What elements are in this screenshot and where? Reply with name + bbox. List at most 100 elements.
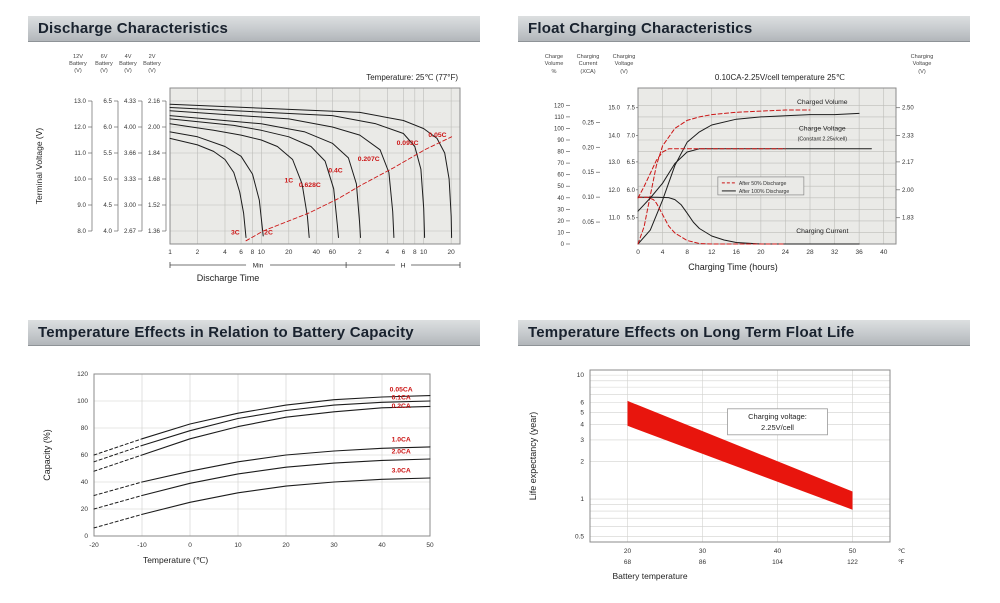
svg-text:100: 100 xyxy=(554,126,565,132)
svg-text:6.0: 6.0 xyxy=(103,124,112,131)
svg-text:2.00: 2.00 xyxy=(148,124,161,131)
svg-text:14.0: 14.0 xyxy=(608,134,620,140)
svg-text:After 100% Discharge: After 100% Discharge xyxy=(739,189,790,195)
section-title-temperature-capacity: Temperature Effects in Relation to Batte… xyxy=(38,324,414,341)
svg-text:2.33: 2.33 xyxy=(902,134,914,140)
svg-text:0.10CA-2.25V/cell temperature: 0.10CA-2.25V/cell temperature 25℃ xyxy=(715,73,845,82)
svg-text:Temperature (℃): Temperature (℃) xyxy=(143,555,208,565)
svg-text:30: 30 xyxy=(330,542,338,549)
svg-text:5: 5 xyxy=(580,409,584,416)
svg-text:0: 0 xyxy=(561,242,565,248)
svg-text:80: 80 xyxy=(557,150,564,156)
svg-text:20: 20 xyxy=(757,249,765,256)
section-header-discharge: Discharge Characteristics xyxy=(28,16,480,42)
svg-text:9.0: 9.0 xyxy=(77,202,86,209)
svg-text:4.0: 4.0 xyxy=(103,228,112,235)
svg-text:12.0: 12.0 xyxy=(74,124,87,131)
svg-text:8: 8 xyxy=(413,249,417,256)
svg-text:24: 24 xyxy=(782,249,790,256)
svg-text:4.33: 4.33 xyxy=(124,98,137,105)
svg-text:Capacity (%): Capacity (%) xyxy=(42,429,52,481)
svg-text:-10: -10 xyxy=(137,542,147,549)
svg-text:20: 20 xyxy=(557,219,564,225)
svg-text:70: 70 xyxy=(557,161,564,167)
svg-text:6: 6 xyxy=(402,249,406,256)
svg-text:(V): (V) xyxy=(124,68,132,74)
svg-text:1C: 1C xyxy=(284,177,293,184)
svg-text:6V: 6V xyxy=(101,54,108,60)
svg-text:Charge: Charge xyxy=(545,54,563,60)
svg-text:15.0: 15.0 xyxy=(608,106,620,112)
svg-text:0.5: 0.5 xyxy=(575,533,584,540)
svg-text:0.1CA: 0.1CA xyxy=(392,395,411,402)
float-charging-characteristics-chart: 0 4 8 12 16 20 24 28 32 36 40120110100908070605040… xyxy=(545,54,934,272)
svg-text:122: 122 xyxy=(847,559,858,566)
svg-text:4V: 4V xyxy=(125,54,132,60)
svg-text:Volume: Volume xyxy=(545,61,564,67)
svg-text:10: 10 xyxy=(557,230,564,236)
svg-text:Battery: Battery xyxy=(95,61,113,67)
svg-text:0.10: 0.10 xyxy=(582,195,594,201)
svg-text:3.66: 3.66 xyxy=(124,150,137,157)
svg-text:12: 12 xyxy=(708,249,716,256)
svg-text:0.2CA: 0.2CA xyxy=(392,403,411,410)
section-title-discharge: Discharge Characteristics xyxy=(38,20,229,37)
svg-text:1.83: 1.83 xyxy=(902,216,914,222)
svg-text:3C: 3C xyxy=(231,229,240,236)
svg-text:20: 20 xyxy=(624,548,632,555)
svg-text:2.0CA: 2.0CA xyxy=(392,449,411,456)
svg-text:Charging Time (hours): Charging Time (hours) xyxy=(688,262,778,272)
svg-text:2: 2 xyxy=(196,249,200,256)
svg-text:Charging voltage:: Charging voltage: xyxy=(748,412,807,421)
svg-text:℉: ℉ xyxy=(898,559,905,566)
section-header-float-charging: Float Charging Characteristics xyxy=(518,16,970,42)
svg-text:120: 120 xyxy=(77,371,88,378)
svg-text:6.0: 6.0 xyxy=(627,188,636,194)
svg-text:3: 3 xyxy=(580,437,584,444)
svg-text:80: 80 xyxy=(81,425,89,432)
svg-text:(V): (V) xyxy=(918,69,926,75)
svg-text:13.0: 13.0 xyxy=(608,160,620,166)
svg-text:2.17: 2.17 xyxy=(902,160,914,166)
svg-text:5.0: 5.0 xyxy=(103,176,112,183)
svg-text:0.207C: 0.207C xyxy=(358,156,380,163)
svg-text:8.0: 8.0 xyxy=(77,228,86,235)
svg-text:Charging: Charging xyxy=(577,54,600,60)
svg-text:Battery temperature: Battery temperature xyxy=(612,571,687,581)
svg-text:2: 2 xyxy=(358,249,362,256)
svg-text:-20: -20 xyxy=(89,542,99,549)
svg-text:2.25V/cell: 2.25V/cell xyxy=(761,423,794,432)
svg-text:(Constant 2.25v/cell): (Constant 2.25v/cell) xyxy=(798,137,848,143)
svg-text:86: 86 xyxy=(699,559,707,566)
svg-text:2: 2 xyxy=(580,459,584,466)
svg-text:Current: Current xyxy=(579,61,598,67)
svg-text:7.5: 7.5 xyxy=(627,106,636,112)
svg-text:Min: Min xyxy=(253,263,264,270)
svg-text:1: 1 xyxy=(580,496,584,503)
svg-text:Charging Current: Charging Current xyxy=(796,228,848,235)
section-title-float-life: Temperature Effects on Long Term Float L… xyxy=(528,324,855,341)
svg-text:20: 20 xyxy=(81,506,89,513)
svg-text:0.05CA: 0.05CA xyxy=(390,387,413,394)
panel-discharge-characteristics: Discharge Characteristics 1 2 4 6 8 10 20 40 60 2… xyxy=(28,16,480,304)
svg-text:℃: ℃ xyxy=(898,548,906,555)
svg-text:12.0: 12.0 xyxy=(608,188,620,194)
temperature-capacity-chart: -20 -10 0 10 20 30 40 50 0 20 40 60 80 100 120 Capacity… xyxy=(42,371,434,565)
svg-text:10: 10 xyxy=(577,372,585,379)
svg-text:50: 50 xyxy=(426,542,434,549)
svg-text:3.33: 3.33 xyxy=(124,176,137,183)
svg-text:90: 90 xyxy=(557,138,564,144)
svg-text:4: 4 xyxy=(580,421,584,428)
svg-text:60: 60 xyxy=(557,173,564,179)
svg-text:50: 50 xyxy=(557,184,564,190)
svg-text:7.0: 7.0 xyxy=(627,134,636,140)
svg-text:40: 40 xyxy=(313,249,321,256)
svg-text:20: 20 xyxy=(285,249,293,256)
svg-text:32: 32 xyxy=(831,249,839,256)
svg-text:%: % xyxy=(552,69,557,75)
svg-text:10: 10 xyxy=(234,542,242,549)
svg-text:6.5: 6.5 xyxy=(103,98,112,105)
svg-text:1: 1 xyxy=(168,249,172,256)
svg-text:Charging: Charging xyxy=(613,54,636,60)
svg-text:60: 60 xyxy=(81,452,89,459)
